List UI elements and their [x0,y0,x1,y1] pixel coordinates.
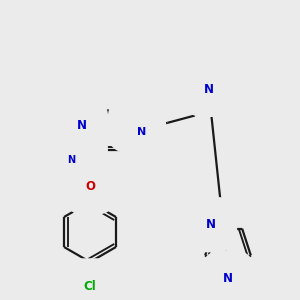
Text: H: H [138,121,146,130]
Text: N: N [206,218,216,231]
Text: O: O [85,181,95,194]
Text: N: N [77,119,87,132]
Text: N: N [204,83,214,96]
Text: N: N [68,155,76,165]
Text: N: N [137,127,146,137]
Text: C: C [83,147,90,157]
Text: Cl: Cl [84,280,96,292]
Text: N: N [223,272,233,284]
Text: O: O [129,119,139,132]
